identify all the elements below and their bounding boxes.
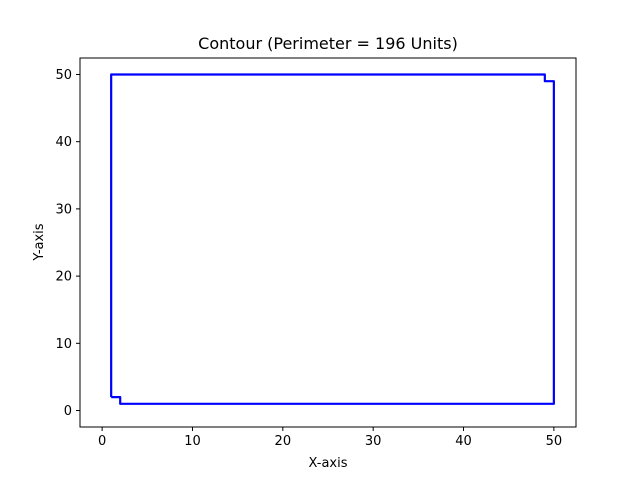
y-axis-label: Y-axis <box>32 223 47 261</box>
x-axis-label: X-axis <box>309 456 348 471</box>
y-tick-label: 20 <box>55 270 72 285</box>
x-tick-label: 30 <box>365 434 382 449</box>
y-axis-ticks: 0 10 20 30 40 50 <box>55 68 80 419</box>
x-tick-label: 0 <box>98 434 106 449</box>
y-tick-label: 10 <box>55 337 72 352</box>
x-tick-label: 10 <box>184 434 201 449</box>
y-tick-label: 0 <box>64 404 72 419</box>
x-axis-ticks: 0 10 20 30 40 50 <box>98 427 562 449</box>
y-tick-label: 40 <box>55 135 72 150</box>
contour-line <box>110 73 555 405</box>
axes-frame <box>79 57 577 428</box>
chart-title: Contour (Perimeter = 196 Units) <box>198 34 458 53</box>
x-tick-label: 20 <box>275 434 292 449</box>
x-tick-label: 50 <box>546 434 563 449</box>
plot-area <box>79 57 577 428</box>
y-tick-label: 50 <box>55 68 72 83</box>
y-tick-label: 30 <box>55 202 72 217</box>
x-tick-label: 40 <box>455 434 472 449</box>
